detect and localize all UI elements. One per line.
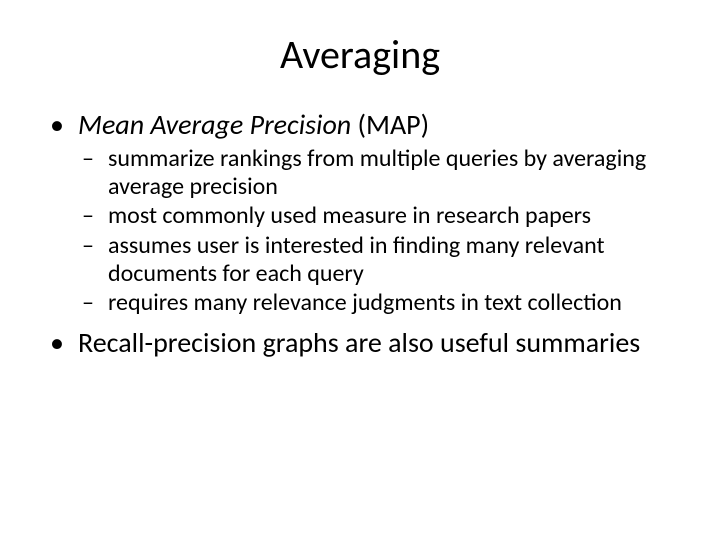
sub-bullet-text: requires many relevance judgments in tex… [108,288,622,317]
slide-content: Mean Average Precision (MAP) summarize r… [50,109,670,359]
sub-bullet-item: assumes user is interested in finding ma… [78,232,670,287]
bullet-text: Recall-precision graphs are also useful … [78,325,640,360]
bullet-plain-part: (MAP) [351,107,429,142]
bullet-list-level1: Mean Average Precision (MAP) summarize r… [50,109,670,359]
bullet-italic-part: Mean Average Precision [78,107,351,142]
slide: { "title": "Averaging", "bullets": [ { "… [0,0,720,540]
bullet-item: Recall-precision graphs are also useful … [50,327,670,359]
sub-bullet-text: summarize rankings from multiple queries… [108,144,646,201]
sub-bullet-text: most commonly used measure in research p… [108,201,591,230]
bullet-list-level2: summarize rankings from multiple queries… [78,145,670,317]
slide-title: Averaging [50,30,670,79]
sub-bullet-item: summarize rankings from multiple queries… [78,145,670,200]
sub-bullet-item: most commonly used measure in research p… [78,202,670,230]
sub-bullet-item: requires many relevance judgments in tex… [78,289,670,317]
sub-bullet-text: assumes user is interested in finding ma… [108,231,605,288]
bullet-text: Mean Average Precision (MAP) [78,107,429,142]
bullet-item: Mean Average Precision (MAP) summarize r… [50,109,670,317]
